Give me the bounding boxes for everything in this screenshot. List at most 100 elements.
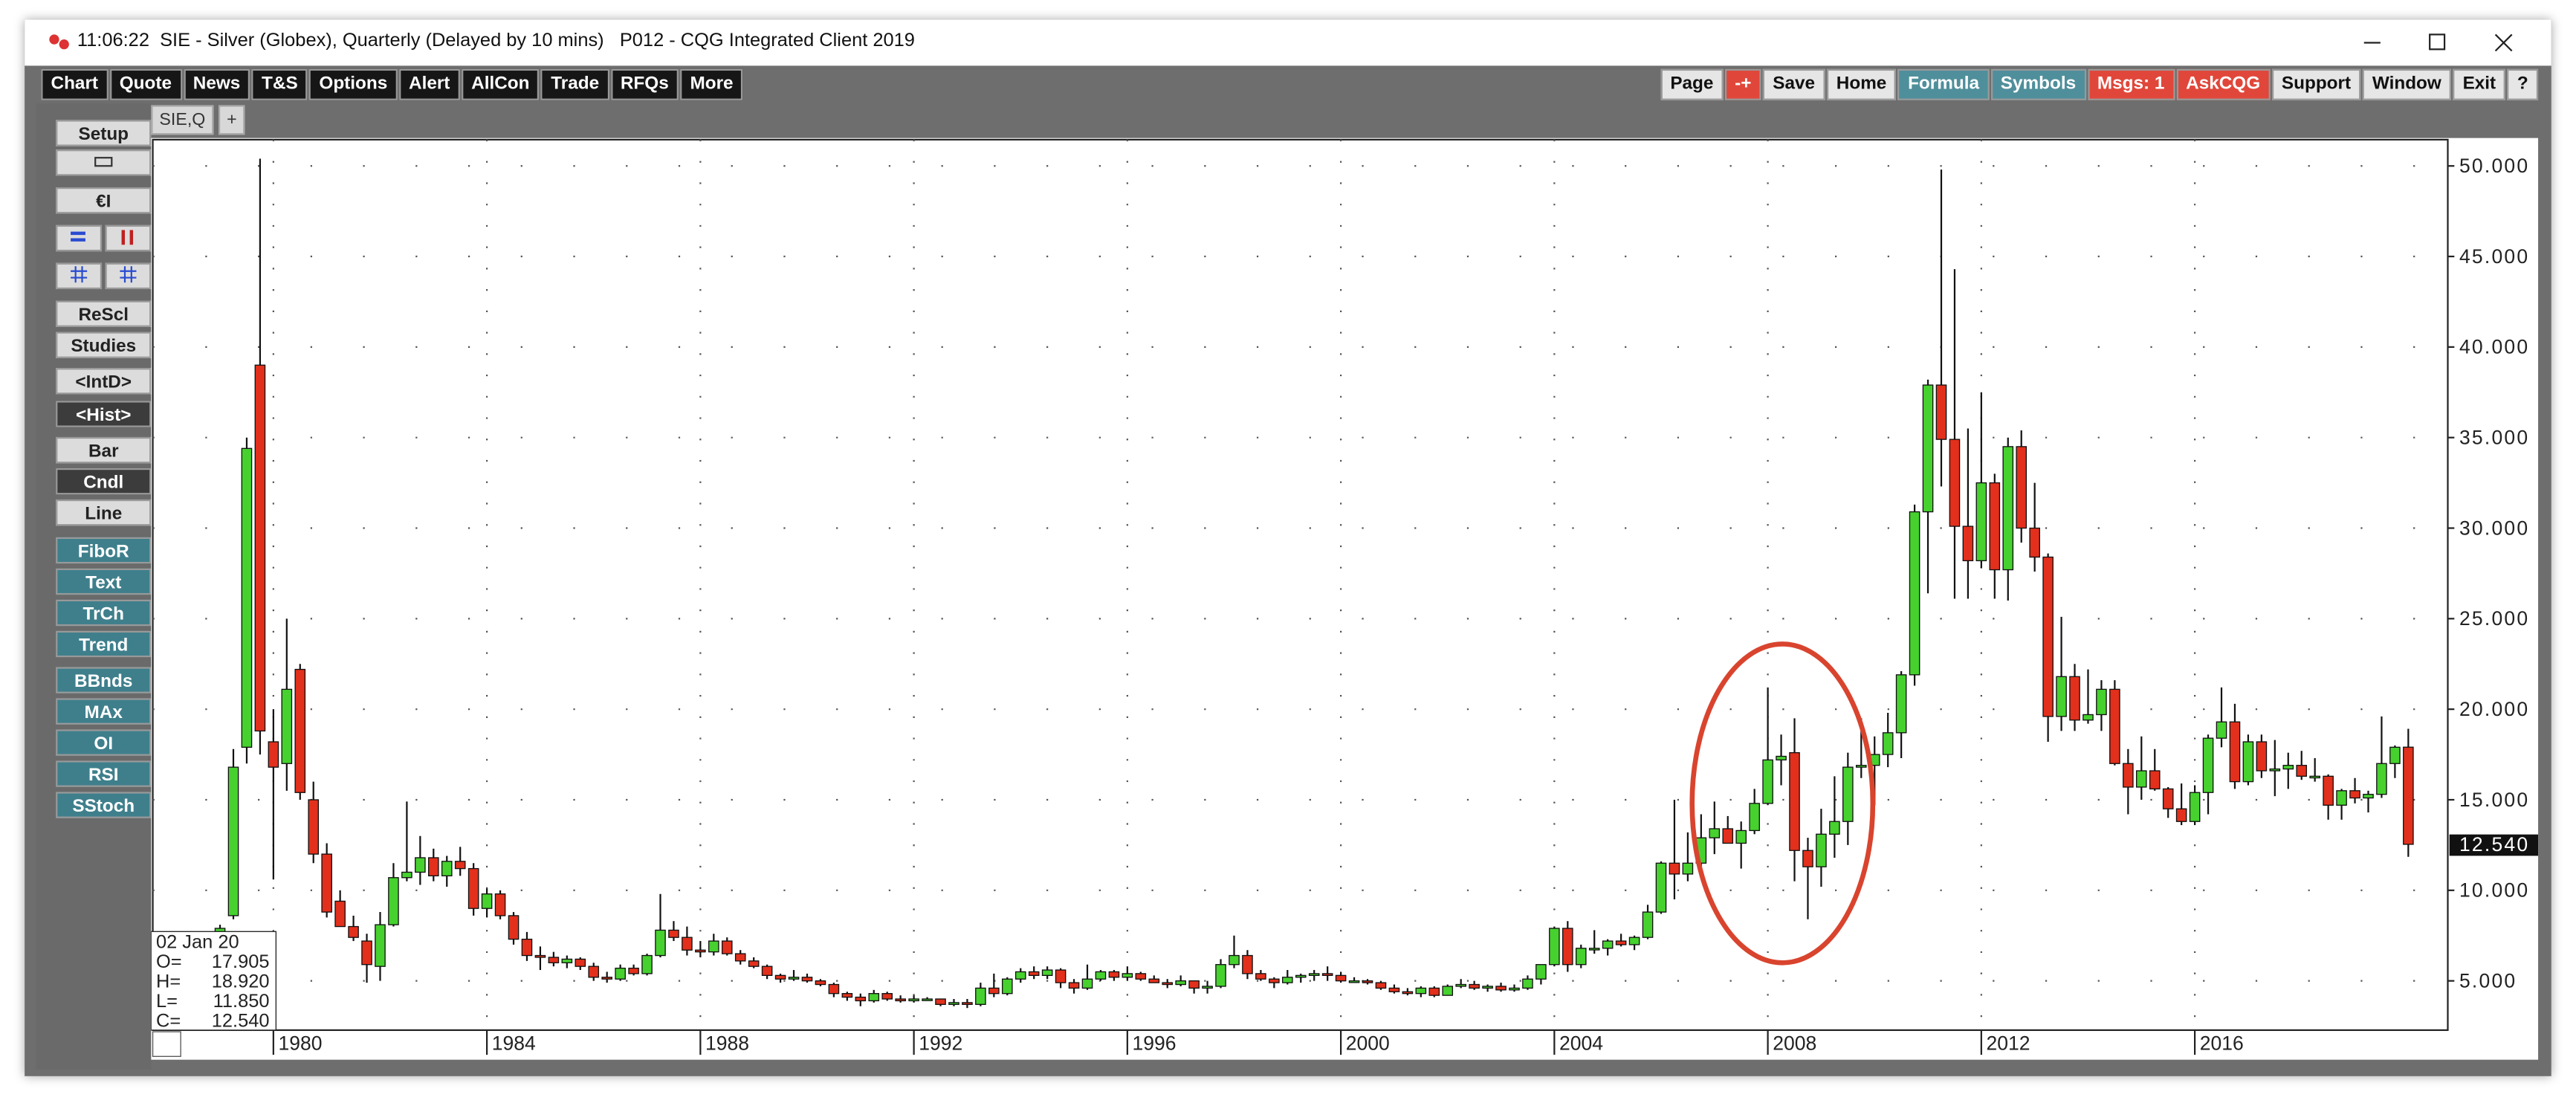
candle-body [2389, 746, 2401, 764]
toolbar-button[interactable]: Save [1762, 68, 1825, 100]
candle-body [2135, 770, 2147, 788]
toolbar-button[interactable]: Options [309, 68, 398, 100]
candle-body [241, 447, 253, 748]
candle-body [334, 900, 346, 928]
highlight-circle [1689, 641, 1876, 966]
candle-body [2229, 721, 2241, 783]
toolbar-button[interactable]: Exit [2453, 68, 2506, 100]
candle-body [2189, 792, 2201, 822]
candle-body [1709, 828, 1721, 838]
sidebar-button[interactable]: <IntD> [56, 368, 152, 395]
sidebar-button[interactable]: Text [56, 568, 152, 595]
info-date: 02 Jan 20 [156, 931, 239, 952]
toolbar-button[interactable]: -+ [1724, 68, 1761, 100]
candle-body [1068, 982, 1080, 989]
candle-body [1135, 973, 1147, 980]
candle-body [1175, 980, 1186, 986]
candle-body [2069, 676, 2080, 721]
clock: 11:06:22 [77, 30, 149, 51]
toolbar-button[interactable]: Support [2271, 68, 2361, 100]
candle-body [1335, 974, 1347, 982]
sidebar-button[interactable]: BBnds [56, 667, 152, 693]
sidebar-button[interactable]: TrCh [56, 599, 152, 627]
candle-body [2323, 775, 2334, 806]
sidebar-button[interactable]: Cndl [56, 468, 152, 495]
toolbar-button[interactable]: T&S [251, 68, 308, 100]
candle-body [988, 987, 1000, 995]
toolbar-button[interactable]: AllCon [461, 68, 540, 100]
sidebar-button[interactable]: RSI [56, 760, 152, 787]
maximize[interactable] [2429, 33, 2446, 51]
candle-body [628, 967, 639, 974]
toolbar-button[interactable]: Formula [1897, 68, 1990, 100]
info-value: 11.850 [213, 991, 270, 1012]
candle-body [294, 668, 306, 793]
candle-body [1602, 940, 1614, 949]
candle-body [521, 938, 533, 957]
toolbar-button[interactable]: Symbols [1990, 68, 2086, 100]
toolbar-button[interactable]: Window [2362, 68, 2452, 100]
toolbar-button[interactable]: Page [1660, 68, 1724, 100]
y-tick-label: 45.000 [2459, 245, 2529, 268]
sidebar-button[interactable]: Setup [56, 120, 152, 146]
icon-button[interactable] [105, 262, 152, 290]
sidebar-button[interactable]: Trend [56, 630, 152, 658]
x-tick-label: 1988 [705, 1032, 749, 1054]
chart-tab[interactable]: SIE,Q [151, 105, 214, 135]
arrows-icon [71, 231, 85, 242]
toolbar-button[interactable]: More [680, 68, 743, 100]
sidebar-button[interactable]: Bar [56, 436, 152, 464]
toolbar-button[interactable]: News [183, 68, 250, 100]
sidebar-button[interactable]: FiboR [56, 537, 152, 564]
candle-body [615, 967, 626, 980]
candle-body [1282, 977, 1293, 983]
icon-button[interactable] [105, 224, 152, 252]
candle-body [1628, 937, 1640, 945]
candle-body [1055, 969, 1067, 983]
toolbar-button[interactable]: ? [2507, 68, 2539, 100]
toolbar-button[interactable]: Msgs: 1 [2087, 68, 2175, 100]
close[interactable] [2494, 33, 2513, 52]
sidebar-button[interactable]: Studies [56, 332, 152, 358]
toolbar-button[interactable]: RFQs [610, 68, 679, 100]
toolbar-button[interactable]: Trade [540, 68, 609, 100]
info-box [151, 931, 277, 1031]
candle-body [401, 871, 412, 879]
x-tick-label: 2004 [1559, 1032, 1603, 1054]
icon-button[interactable] [56, 224, 103, 252]
candle-body [1202, 986, 1213, 989]
sidebar-button[interactable]: Line [56, 499, 152, 526]
sidebar-button[interactable]: SStoch [56, 792, 152, 818]
candle-body [361, 940, 372, 966]
toolbar-button[interactable]: Alert [398, 68, 460, 100]
printer-icon [94, 157, 113, 167]
sidebar-button[interactable]: <Hist> [56, 401, 152, 427]
candle-body [788, 977, 800, 980]
sidebar-button[interactable]: €I [56, 187, 152, 214]
candle-body [467, 867, 479, 909]
candle-body [1001, 978, 1013, 995]
chart-tab[interactable]: + [219, 105, 245, 135]
candle-body [1762, 759, 1773, 804]
icon-button[interactable] [56, 262, 103, 290]
sidebar-button[interactable]: OI [56, 729, 152, 756]
candle-body [801, 977, 813, 982]
candle-body [1028, 971, 1040, 977]
toolbar-button[interactable]: Quote [109, 68, 182, 100]
candle-body [494, 893, 506, 916]
info-label: O= [156, 951, 182, 972]
grid-icon [71, 266, 88, 283]
candle-body [1108, 971, 1120, 978]
print-button[interactable] [56, 149, 152, 176]
candle-body [2336, 790, 2347, 806]
toolbar-button[interactable]: Home [1826, 68, 1897, 100]
sidebar-button[interactable]: ReScl [56, 300, 152, 327]
candle-body [321, 853, 332, 913]
toolbar-button[interactable]: AskCQG [2175, 68, 2271, 100]
toolbar-button[interactable]: Chart [41, 68, 109, 100]
toolbar-right: Page -+ Save Home Formula Symbols Msgs: 1 AskCQ… [1660, 68, 2539, 100]
sidebar-button[interactable]: MAx [56, 698, 152, 725]
y-tick-label: 5.000 [2459, 969, 2517, 992]
window-controls[interactable] [2355, 20, 2551, 66]
y-tick-label: 50.000 [2459, 155, 2529, 177]
